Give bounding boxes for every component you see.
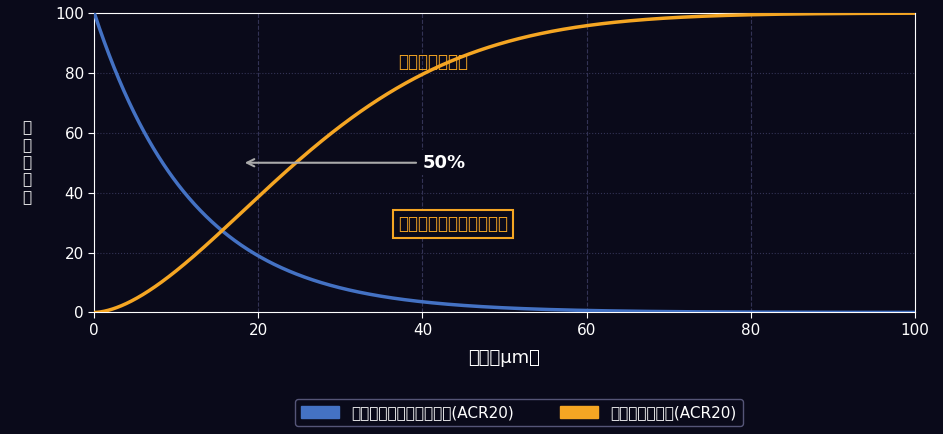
Text: 50%: 50% (247, 154, 466, 172)
Text: 能被換氣裝置移除的粒子: 能被換氣裝置移除的粒子 (398, 215, 508, 233)
Text: 落下堆積の粒子: 落下堆積の粒子 (398, 53, 468, 71)
Y-axis label: 割
合
（
％
）: 割 合 （ ％ ） (23, 121, 32, 205)
X-axis label: 粒度（μm）: 粒度（μm） (469, 349, 540, 367)
Legend: 能被換氣裝置移除的粒子(ACR20), 落下堆積的粒子(ACR20): 能被換氣裝置移除的粒子(ACR20), 落下堆積的粒子(ACR20) (295, 399, 742, 426)
